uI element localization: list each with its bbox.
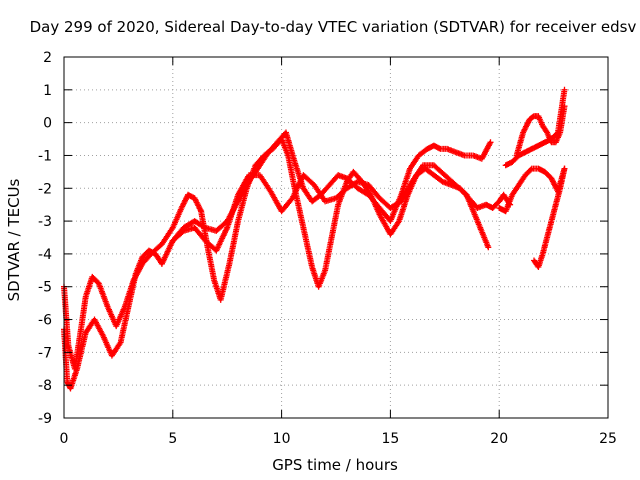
- y-tick-label: -1: [38, 148, 52, 164]
- x-tick-label: 0: [60, 431, 69, 447]
- y-tick-label: -4: [38, 247, 52, 263]
- y-tick-label: 1: [43, 83, 52, 99]
- data-point-markers: [343, 139, 494, 225]
- series-track: [502, 86, 568, 169]
- y-tick-label: -9: [38, 411, 52, 427]
- axis-ticks: 0 5 10 15 20 25 -9 -8 -7 -6 -5 -4 -3 -2 -1 0 1 2: [38, 50, 617, 447]
- y-tick-label: -6: [38, 313, 52, 329]
- series-track: [343, 139, 494, 225]
- y-tick-label: 0: [43, 116, 52, 132]
- chart-title: Day 299 of 2020, Sidereal Day-to-day VTE…: [30, 18, 637, 36]
- y-tick-label: -5: [38, 280, 52, 296]
- x-axis-label: GPS time / hours: [272, 456, 398, 474]
- y-tick-label: 2: [43, 50, 52, 66]
- x-tick-label: 25: [599, 431, 617, 447]
- data-point-markers: [502, 86, 568, 169]
- data-point-markers: [531, 165, 568, 270]
- x-tick-label: 20: [490, 431, 508, 447]
- y-axis-label: SDTVAR / TECUs: [5, 178, 23, 301]
- series-track: [169, 162, 492, 254]
- data-point-markers: [169, 162, 492, 254]
- data-series: [61, 86, 568, 392]
- x-tick-label: 5: [168, 431, 177, 447]
- y-tick-label: -2: [38, 181, 52, 197]
- x-tick-label: 15: [381, 431, 399, 447]
- y-tick-label: -7: [38, 345, 52, 361]
- series-track: [531, 165, 568, 270]
- plot-frame: [63, 56, 609, 419]
- y-tick-label: -3: [38, 214, 52, 230]
- x-tick-label: 10: [273, 431, 291, 447]
- y-tick-label: -8: [38, 378, 52, 394]
